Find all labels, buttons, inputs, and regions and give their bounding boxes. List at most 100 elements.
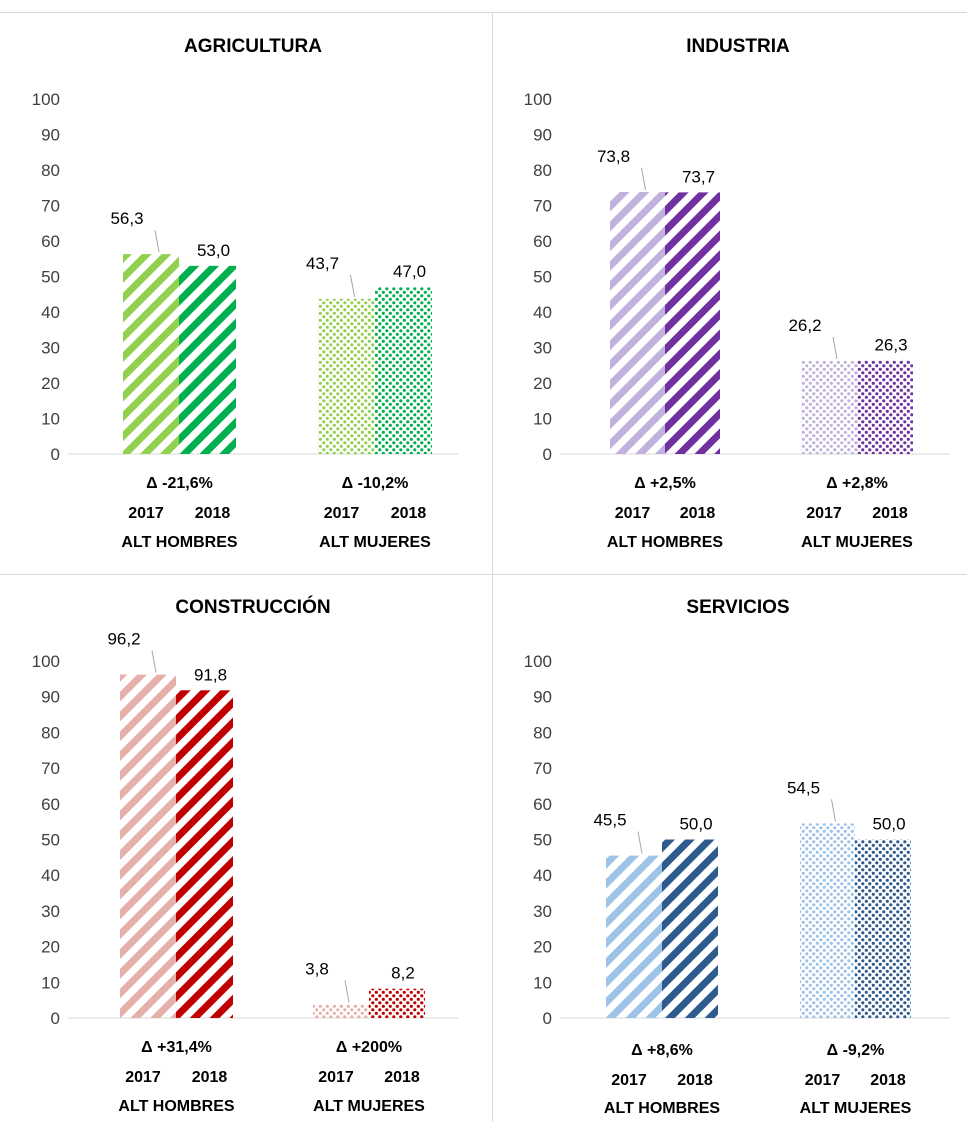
- y-tick-label: 30: [41, 339, 60, 358]
- year-label: 2018: [384, 1069, 420, 1086]
- year-label: 2018: [870, 1072, 906, 1089]
- data-label: 8,2: [391, 964, 415, 983]
- bar-alt-hombres-2018: [665, 192, 720, 455]
- delta-label: Δ +8,6%: [631, 1042, 693, 1059]
- data-label: 53,0: [197, 241, 230, 260]
- data-label: 50,0: [872, 815, 905, 834]
- y-tick-label: 90: [533, 126, 552, 145]
- y-tick-label: 0: [51, 445, 60, 464]
- data-label-leader: [637, 831, 643, 854]
- top-border: [0, 12, 967, 13]
- group-label: ALT HOMBRES: [121, 534, 237, 551]
- data-label: 47,0: [393, 262, 426, 281]
- group-label: ALT HOMBRES: [604, 1100, 720, 1117]
- y-tick-label: 40: [41, 303, 60, 322]
- y-tick-label: 70: [41, 759, 60, 778]
- y-tick-label: 10: [41, 973, 60, 992]
- y-tick-label: 10: [41, 410, 60, 429]
- year-label: 2017: [805, 1072, 841, 1089]
- y-tick-label: 30: [533, 339, 552, 358]
- delta-label: Δ +2,8%: [826, 475, 888, 492]
- y-tick-label: 20: [533, 938, 552, 957]
- chart-title: CONSTRUCCIÓN: [175, 596, 330, 618]
- data-label: 26,2: [788, 316, 821, 335]
- bar-alt-mujeres-2017: [800, 823, 855, 1018]
- delta-label: Δ +2,5%: [634, 475, 696, 492]
- data-label: 3,8: [305, 959, 329, 978]
- bar-alt-hombres-2018: [176, 690, 233, 1018]
- bar-alt-mujeres-2017: [801, 360, 857, 454]
- bar-alt-hombres-2017: [606, 855, 662, 1018]
- delta-label: Δ -21,6%: [146, 475, 213, 492]
- y-tick-label: 40: [41, 866, 60, 885]
- bar-alt-mujeres-2018: [857, 360, 913, 454]
- chart-title: INDUSTRIA: [686, 36, 790, 57]
- bar-alt-hombres-2017: [123, 254, 179, 454]
- year-label: 2017: [324, 505, 360, 522]
- y-tick-label: 40: [533, 866, 552, 885]
- bar-alt-mujeres-2018: [375, 287, 432, 454]
- data-label-leader: [641, 167, 646, 191]
- y-tick-label: 70: [533, 759, 552, 778]
- delta-label: Δ +200%: [336, 1039, 402, 1056]
- chart-title: SERVICIOS: [686, 597, 789, 618]
- bar-alt-hombres-2017: [120, 674, 176, 1018]
- y-tick-label: 80: [41, 161, 60, 180]
- y-tick-label: 20: [41, 938, 60, 957]
- chart-panel-servicios: SERVICIOS 0 10 20 30 40 50 60 70 80 90 100 45,5 2017 5…: [524, 597, 950, 1117]
- bar-alt-hombres-2017: [610, 192, 665, 454]
- y-tick-label: 60: [533, 232, 552, 251]
- horizontal-divider: [0, 574, 967, 575]
- data-label: 96,2: [107, 630, 140, 649]
- y-tick-label: 50: [41, 831, 60, 850]
- data-label-leader: [154, 230, 160, 253]
- group-label: ALT HOMBRES: [607, 534, 723, 551]
- bar-alt-hombres-2018: [662, 839, 718, 1018]
- bar-alt-hombres-2018: [179, 265, 236, 454]
- group-label: ALT MUJERES: [801, 534, 913, 551]
- y-tick-label: 90: [41, 688, 60, 707]
- year-label: 2018: [680, 505, 716, 522]
- data-label: 26,3: [874, 336, 907, 355]
- y-tick-label: 60: [41, 232, 60, 251]
- bar-alt-mujeres-2017: [313, 1004, 369, 1018]
- data-label: 91,8: [194, 665, 227, 684]
- y-tick-label: 100: [524, 90, 552, 109]
- data-label: 54,5: [787, 778, 820, 797]
- y-tick-label: 100: [32, 652, 60, 671]
- data-label: 56,3: [110, 209, 143, 228]
- y-tick-label: 90: [41, 126, 60, 145]
- y-tick-label: 50: [533, 831, 552, 850]
- y-tick-label: 50: [533, 268, 552, 287]
- y-tick-label: 10: [533, 973, 552, 992]
- y-tick-label: 70: [41, 197, 60, 216]
- chart-title: AGRICULTURA: [184, 36, 322, 57]
- data-label-leader: [832, 336, 838, 360]
- y-tick-label: 20: [41, 374, 60, 393]
- y-tick-label: 90: [533, 688, 552, 707]
- year-label: 2017: [806, 505, 842, 522]
- y-tick-label: 0: [543, 445, 552, 464]
- y-tick-label: 10: [533, 410, 552, 429]
- bar-alt-mujeres-2018: [855, 839, 911, 1018]
- bar-alt-mujeres-2017: [318, 298, 375, 454]
- year-label: 2017: [125, 1069, 161, 1086]
- y-tick-label: 80: [41, 723, 60, 742]
- chart-panel-construcción: CONSTRUCCIÓN 0 10 20 30 40 50 60 70 80 90 100 96,2 20…: [32, 596, 458, 1115]
- y-tick-label: 80: [533, 723, 552, 742]
- y-tick-label: 60: [41, 795, 60, 814]
- data-label: 45,5: [593, 811, 626, 830]
- year-label: 2017: [318, 1069, 354, 1086]
- y-tick-label: 70: [533, 197, 552, 216]
- delta-label: Δ +31,4%: [141, 1039, 212, 1056]
- y-tick-label: 20: [533, 374, 552, 393]
- data-label-leader: [151, 650, 157, 673]
- y-tick-label: 100: [32, 90, 60, 109]
- chart-panel-agricultura: AGRICULTURA 0 10 20 30 40 50 60 70 80 90 100 56,3 201…: [32, 36, 458, 551]
- y-tick-label: 80: [533, 161, 552, 180]
- bar-alt-mujeres-2018: [369, 988, 425, 1018]
- year-label: 2018: [677, 1072, 713, 1089]
- year-label: 2018: [391, 505, 427, 522]
- y-tick-label: 100: [524, 652, 552, 671]
